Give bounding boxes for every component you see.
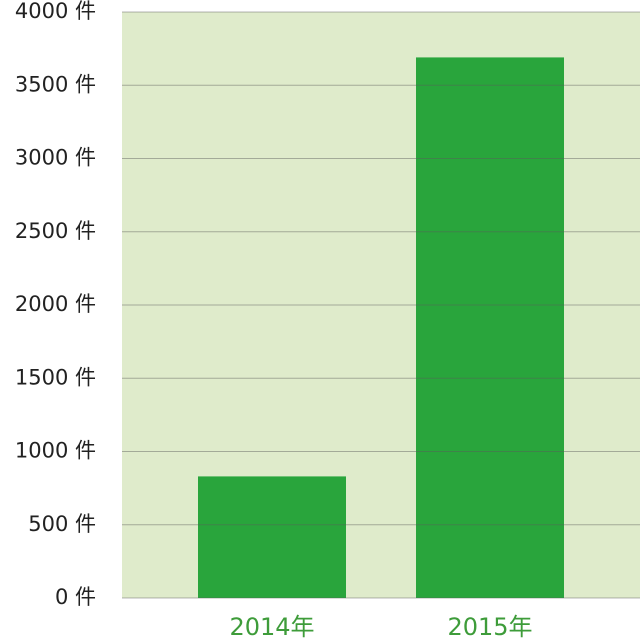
y-tick-label: 4000 件: [15, 0, 96, 23]
y-tick-label: 1000 件: [15, 439, 96, 463]
y-tick-label: 500 件: [28, 512, 96, 536]
y-tick-label: 3000 件: [15, 146, 96, 170]
y-tick-label: 2500 件: [15, 219, 96, 243]
y-tick-label: 2000 件: [15, 292, 96, 316]
y-tick-label: 3500 件: [15, 72, 96, 96]
x-tick-label: 2015年: [447, 613, 532, 641]
bar: [198, 476, 346, 598]
x-tick-label: 2014年: [229, 613, 314, 641]
y-tick-label: 1500 件: [15, 365, 96, 389]
y-tick-label: 0 件: [55, 585, 96, 609]
bar: [416, 57, 564, 599]
